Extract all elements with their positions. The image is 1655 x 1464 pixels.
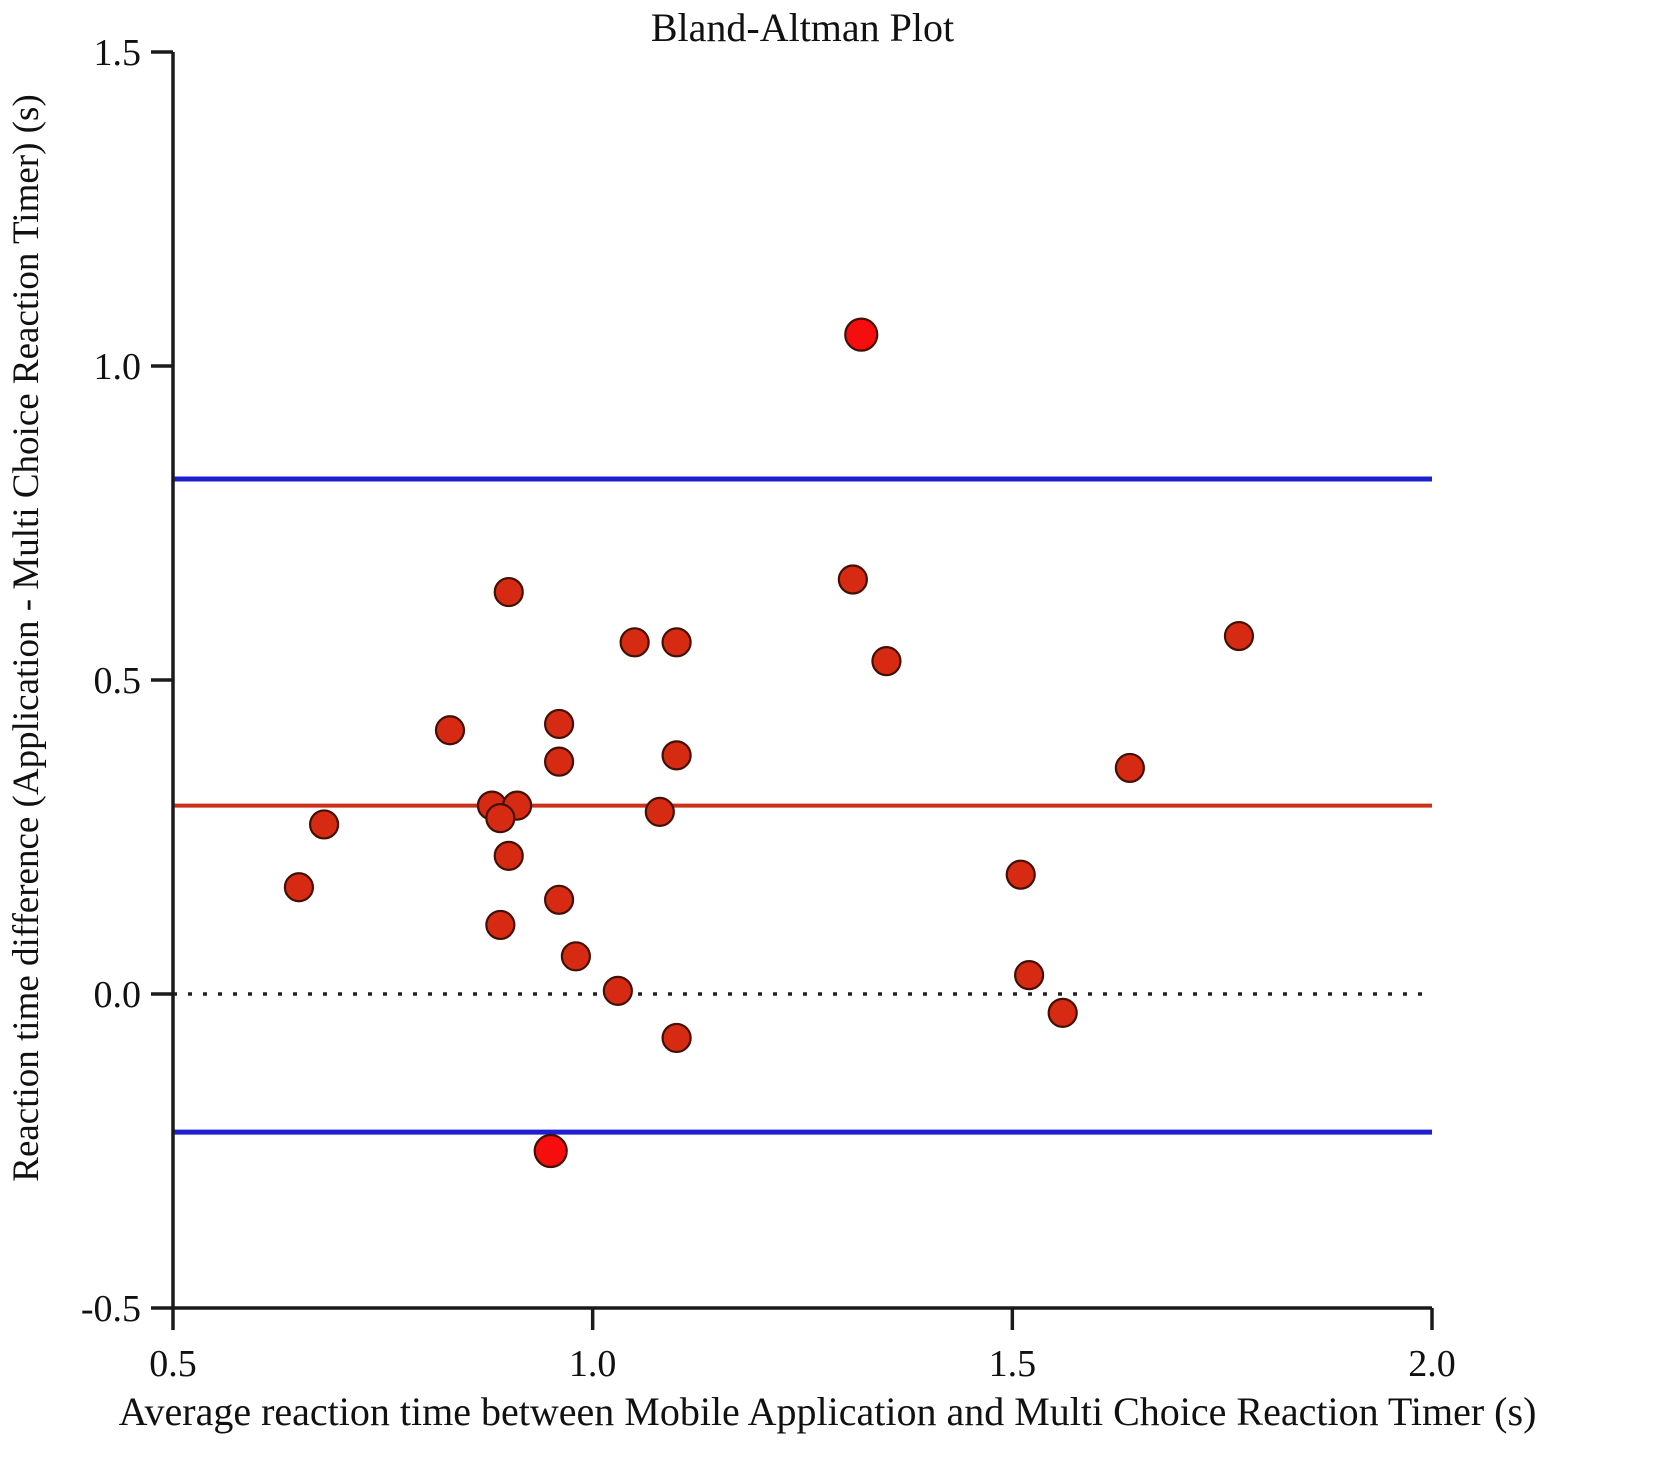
y-tick-label: 1.5 [94, 32, 142, 74]
data-point-reaction-time-differences [837, 564, 868, 595]
data-point-reaction-time-differences [871, 646, 902, 677]
data-point-reaction-time-differences [485, 909, 516, 941]
x-tick-label: 1.5 [989, 1343, 1037, 1385]
data-point-reaction-time-differences [283, 872, 314, 903]
x-tick-label: 1.0 [569, 1343, 617, 1385]
data-point-reaction-time-differences [485, 803, 516, 834]
y-tick-label: 1.0 [94, 346, 142, 388]
data-point-reaction-time-differences [1223, 620, 1255, 652]
x-axis-label: Average reaction time between Mobile App… [118, 1389, 1537, 1434]
x-tick-label: 2.0 [1408, 1343, 1456, 1385]
data-point-reaction-time-differences [543, 708, 575, 740]
data-point-bright-outliers [844, 317, 879, 352]
y-tick-label: -0.5 [81, 1288, 141, 1330]
data-point-reaction-time-differences [1005, 859, 1036, 890]
data-point-reaction-time-differences [1047, 997, 1078, 1028]
data-point-reaction-time-differences [543, 884, 575, 915]
data-point-reaction-time-differences [661, 627, 692, 658]
data-point-reaction-time-differences [493, 840, 524, 871]
data-point-reaction-time-differences [1014, 960, 1045, 991]
axis-line [171, 52, 1432, 1310]
chart-title: Bland-Altman Plot [650, 5, 955, 50]
data-point-reaction-time-differences [644, 796, 675, 827]
data-point-reaction-time-differences [661, 1022, 692, 1054]
data-point-reaction-time-differences [619, 627, 650, 658]
data-point-reaction-time-differences [1114, 752, 1145, 784]
data-point-reaction-time-differences [543, 746, 575, 777]
data-point-reaction-time-differences [434, 715, 466, 746]
y-tick-label: 0.0 [94, 974, 142, 1016]
x-tick-label: 0.5 [149, 1343, 197, 1385]
data-point-reaction-time-differences [493, 576, 524, 608]
data-point-reaction-time-differences [661, 740, 692, 771]
data-point-bright-outliers [533, 1133, 568, 1169]
data-point-reaction-time-differences [308, 809, 340, 840]
data-point-reaction-time-differences [602, 975, 633, 1006]
data-point-reaction-time-differences [560, 941, 591, 972]
y-tick-label: 0.5 [94, 660, 142, 702]
